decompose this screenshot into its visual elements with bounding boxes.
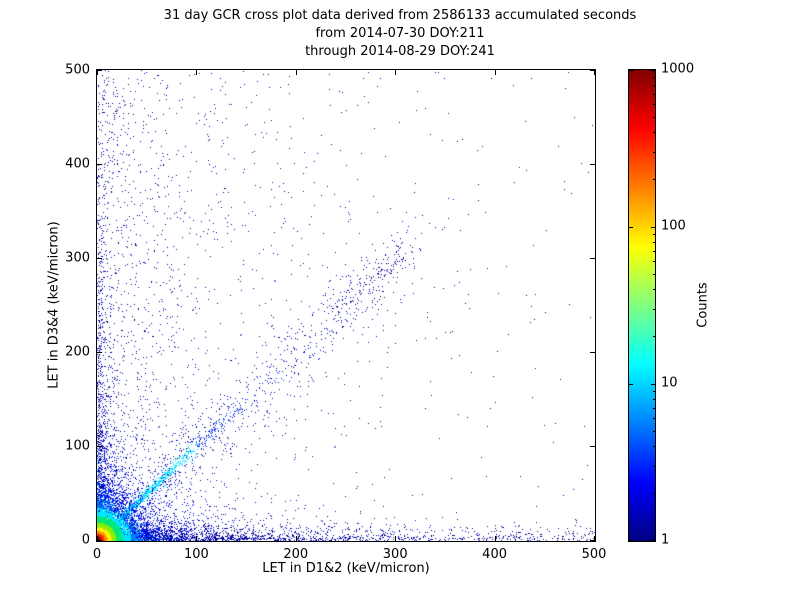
colorbar-minor-tick — [653, 179, 655, 181]
colorbar-tick-label: 100 — [661, 218, 686, 234]
colorbar-minor-tick — [653, 131, 655, 133]
x-tick-mark — [594, 536, 595, 541]
x-tick-mark-top — [594, 70, 595, 75]
colorbar-tick-mark-left — [629, 226, 633, 228]
x-tick-label: 300 — [382, 547, 408, 562]
colorbar-tick-label: 1000 — [661, 61, 695, 77]
y-tick-label: 400 — [65, 156, 90, 172]
y-tick-mark-right — [590, 352, 595, 353]
x-tick-label: 200 — [283, 547, 309, 562]
y-tick-label: 0 — [81, 532, 90, 548]
x-tick-mark — [395, 536, 397, 541]
x-tick-mark — [494, 536, 496, 541]
plot-area — [96, 69, 596, 542]
colorbar-minor-tick — [653, 250, 655, 252]
colorbar-tick-mark — [651, 70, 655, 71]
colorbar-gradient — [629, 70, 655, 541]
colorbar-tick-label: 10 — [661, 375, 678, 391]
chart-title: 31 day GCR cross plot data derived from … — [0, 7, 800, 61]
colorbar-minor-tick — [653, 398, 655, 400]
colorbar-minor-tick — [653, 308, 655, 310]
y-tick-mark — [97, 540, 102, 541]
colorbar-minor-tick — [653, 445, 655, 447]
title-line-3: through 2014-08-29 DOY:241 — [305, 44, 495, 59]
colorbar-tick-mark — [651, 383, 655, 385]
y-tick-mark-right — [590, 540, 595, 541]
x-tick-label: 500 — [581, 547, 607, 562]
x-tick-mark-top — [97, 70, 98, 75]
title-line-2: from 2014-07-30 DOY:211 — [315, 26, 485, 41]
colorbar-minor-tick — [653, 288, 655, 290]
x-tick-mark — [295, 536, 297, 541]
colorbar-tick-mark — [651, 540, 655, 541]
y-tick-mark — [97, 164, 102, 165]
y-tick-label: 500 — [65, 62, 90, 78]
y-tick-mark-right — [590, 164, 595, 165]
colorbar-tick-label: 1 — [661, 532, 670, 548]
colorbar-minor-tick — [653, 104, 655, 106]
x-tick-mark-top — [196, 70, 198, 75]
y-tick-mark-right — [590, 446, 595, 447]
y-tick-label: 100 — [65, 438, 90, 454]
colorbar-minor-tick — [653, 430, 655, 432]
colorbar-minor-tick — [653, 116, 655, 118]
colorbar-tick-mark-left — [629, 540, 633, 541]
x-tick-mark — [97, 536, 98, 541]
scatter-points-canvas — [97, 70, 595, 541]
y-tick-mark — [97, 258, 102, 259]
colorbar-minor-tick — [653, 241, 655, 243]
colorbar-minor-tick — [653, 418, 655, 420]
y-tick-label: 200 — [65, 344, 90, 360]
colorbar-minor-tick — [653, 261, 655, 263]
x-tick-label: 100 — [183, 547, 209, 562]
colorbar-minor-tick — [653, 493, 655, 495]
y-tick-mark — [97, 446, 102, 447]
y-tick-mark — [97, 70, 102, 71]
colorbar-minor-tick — [653, 84, 655, 86]
y-axis-label: LET in D3&4 (keV/micron) — [46, 221, 62, 389]
colorbar-minor-tick — [653, 273, 655, 275]
colorbar-tick-mark — [651, 226, 655, 228]
x-axis-label: LET in D1&2 (keV/micron) — [262, 561, 430, 576]
colorbar-tick-mark-left — [629, 70, 633, 71]
title-line-1: 31 day GCR cross plot data derived from … — [163, 8, 637, 23]
x-tick-mark-top — [494, 70, 496, 75]
x-tick-mark-top — [395, 70, 397, 75]
x-tick-mark-top — [295, 70, 297, 75]
colorbar — [628, 69, 656, 542]
colorbar-minor-tick — [653, 390, 655, 392]
y-tick-mark-right — [590, 258, 595, 259]
colorbar-minor-tick — [653, 93, 655, 95]
colorbar-minor-tick — [653, 407, 655, 409]
x-tick-label: 400 — [482, 547, 508, 562]
colorbar-minor-tick — [653, 233, 655, 235]
y-tick-mark — [97, 352, 102, 353]
colorbar-minor-tick — [653, 336, 655, 338]
colorbar-minor-tick — [653, 151, 655, 153]
colorbar-minor-tick — [653, 465, 655, 467]
colorbar-label: Counts — [695, 282, 711, 328]
x-tick-label: 0 — [92, 547, 102, 562]
y-tick-label: 300 — [65, 250, 90, 266]
colorbar-minor-tick — [653, 76, 655, 78]
y-tick-mark-right — [590, 70, 595, 71]
colorbar-tick-mark-left — [629, 383, 633, 385]
x-tick-mark — [196, 536, 198, 541]
